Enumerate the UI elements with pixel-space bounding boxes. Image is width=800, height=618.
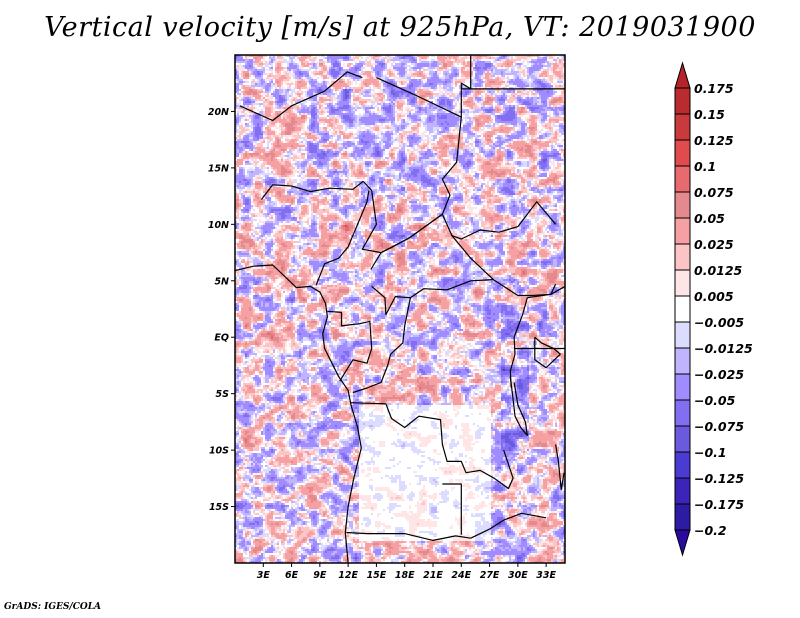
border-angola-drc (349, 402, 514, 490)
border-drc-east (509, 297, 528, 389)
y-tick-label: 15S (209, 502, 229, 513)
y-tick-label: 5N (214, 276, 229, 287)
colorbar-label: 0.005 (694, 289, 734, 304)
colorbar-swatch (674, 295, 691, 323)
colorbar-swatch (674, 399, 691, 427)
y-tick-label: 5S (216, 389, 230, 400)
x-tick-label: 21E (423, 570, 443, 581)
grads-credit: GrADS: IGES/COLA (4, 602, 102, 612)
x-tick-label: 15E (367, 570, 387, 581)
border-niger-nigeria (260, 180, 364, 200)
colorbar-swatch (674, 347, 691, 375)
y-tick-label: EQ (214, 333, 229, 344)
chart-title: Vertical velocity [m/s] at 925hPa, VT: 2… (44, 12, 756, 43)
x-tick-label: 6E (285, 570, 299, 581)
country-boundaries (235, 55, 565, 563)
border-libya-chad-sudan (376, 55, 472, 118)
x-tick-label: 30E (508, 570, 528, 581)
lake-tanganyika (509, 376, 528, 436)
colorbar-swatch (674, 425, 691, 453)
border-angola-zambia (442, 483, 462, 535)
colorbar-label: −0.1 (694, 445, 727, 460)
coastline-west-africa (235, 264, 362, 563)
colorbar-label: −0.005 (694, 315, 744, 330)
colorbar-label: 0.175 (694, 81, 734, 96)
x-tick-label: 24E (451, 570, 471, 581)
colorbar-swatch (674, 321, 691, 349)
colorbar-extend-max (674, 61, 691, 89)
colorbar-label: −0.075 (694, 419, 744, 434)
y-tick-label: 10N (208, 220, 229, 231)
colorbar-label: 0.15 (694, 107, 725, 122)
colorbar-swatch (674, 139, 691, 167)
border-car (370, 213, 494, 316)
colorbar-swatch (674, 191, 691, 219)
colorbar-label: −0.025 (694, 367, 744, 382)
colorbar-label: 0.075 (694, 185, 734, 200)
x-tick-label: 27E (480, 570, 500, 581)
lake-victoria (534, 336, 561, 369)
x-tick-label: 33E (536, 570, 556, 581)
x-tick-label: 12E (338, 570, 358, 581)
map-frame (234, 54, 566, 564)
lake-malawi (555, 444, 565, 491)
border-nigeria-cameroon (315, 190, 370, 286)
x-tick-label: 18E (395, 570, 415, 581)
y-tick-label: 20N (208, 107, 229, 118)
colorbar-swatch (674, 451, 691, 479)
border-gabon (327, 310, 373, 382)
border-niger-algeria-libya (239, 71, 363, 122)
colorbar-label: 0.05 (694, 211, 725, 226)
colorbar-label: −0.0125 (694, 341, 753, 356)
vertical-velocity-field (235, 55, 565, 563)
colorbar-swatch (674, 503, 691, 531)
colorbar-label: 0.0125 (694, 263, 743, 278)
border-south-sudan-east (492, 279, 557, 297)
colorbar-label: −0.125 (694, 471, 744, 486)
border-uganda-kenya (527, 285, 565, 299)
colorbar-swatch (674, 243, 691, 271)
colorbar-label: −0.05 (694, 393, 736, 408)
colorbar-swatch (674, 217, 691, 245)
colorbar-label: −0.2 (694, 523, 727, 538)
colorbar-swatch (674, 165, 691, 193)
colorbar-swatch (674, 269, 691, 297)
colorbar-extend-min (674, 529, 691, 557)
colorbar-label: 0.1 (694, 159, 716, 174)
border-sudan-south-sudan (451, 201, 557, 240)
colorbar-swatch (674, 373, 691, 401)
colorbar: 0.175 0.15 0.125 0.1 0.075 0.05 0.025 0.0125 0.0… (674, 61, 753, 557)
border-namibia-angola (346, 531, 471, 541)
colorbar-label: −0.175 (694, 497, 744, 512)
y-tick-label: 15N (208, 163, 229, 174)
x-tick-label: 9E (313, 570, 327, 581)
border-congo-drc (352, 297, 411, 394)
x-tick-label: 3E (257, 570, 271, 581)
colorbar-label: 0.025 (694, 237, 734, 252)
map-panel (235, 55, 565, 563)
y-tick-label: 10S (209, 446, 229, 457)
colorbar-swatch (674, 477, 691, 505)
colorbar-swatch (674, 113, 691, 141)
y-axis: 20N 15N 10N 5N EQ 5S 10S 15S (208, 107, 235, 513)
x-axis: 3E 6E 9E 12E 15E 18E 21E 24E 27E 30E 33E (257, 563, 557, 581)
colorbar-label: 0.125 (694, 133, 734, 148)
colorbar-swatch (674, 87, 691, 115)
border-zambia-zimbabwe (470, 512, 547, 539)
